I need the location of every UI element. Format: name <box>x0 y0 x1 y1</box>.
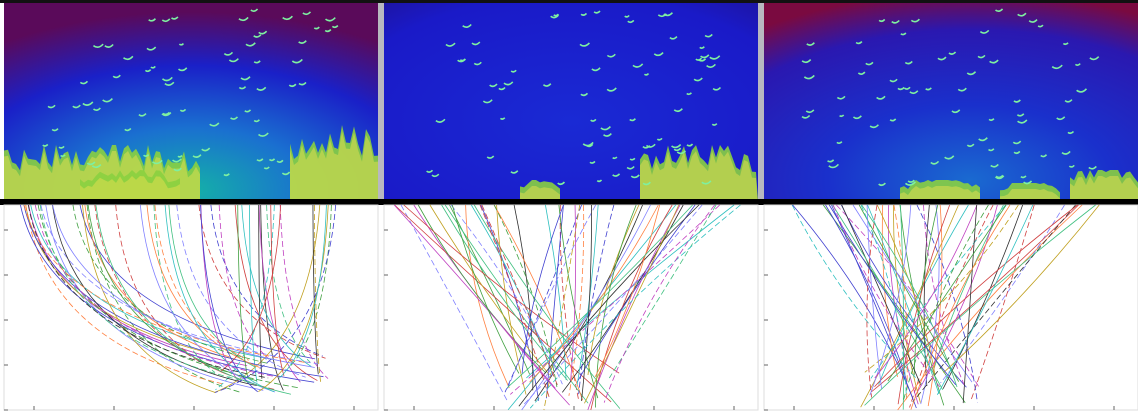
photo-panel <box>764 2 1138 200</box>
trajectory-plots <box>4 205 1138 410</box>
plot-frame <box>4 205 378 410</box>
divider <box>0 199 1138 205</box>
separator <box>758 2 764 200</box>
separator <box>378 2 384 200</box>
border <box>0 0 1138 3</box>
